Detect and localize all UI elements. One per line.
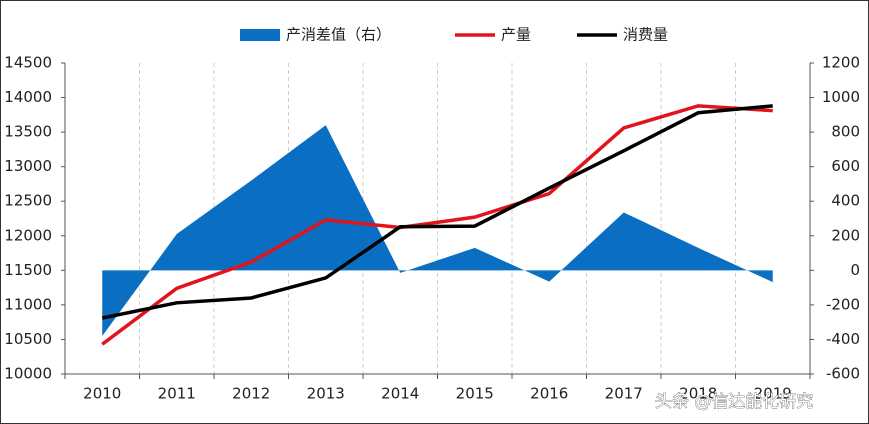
y2-tick-label: 400 [831, 192, 860, 210]
y-tick-label: 12000 [4, 226, 52, 244]
y-tick-label: 14500 [4, 54, 52, 72]
y2-tick-label: -600 [826, 365, 860, 383]
x-tick-label: 2012 [232, 385, 270, 403]
x-tick-label: 2019 [754, 385, 792, 403]
x-tick-label: 2013 [307, 385, 345, 403]
legend-label: 产消差值（右） [286, 26, 391, 44]
legend-label: 消费量 [623, 26, 668, 44]
y2-tick-label: 600 [831, 157, 860, 175]
y2-tick-label: 800 [831, 123, 860, 141]
y-tick-label: 12500 [4, 192, 52, 210]
x-tick-label: 2017 [605, 385, 643, 403]
y-tick-label: 11000 [4, 295, 52, 313]
x-tick-label: 2015 [456, 385, 494, 403]
x-tick-label: 2011 [158, 385, 196, 403]
x-tick-label: 2010 [83, 385, 121, 403]
y-tick-label: 10500 [4, 330, 52, 348]
legend-swatch [240, 29, 280, 41]
area [102, 125, 773, 336]
y2-tick-label: 1000 [822, 88, 860, 106]
watermark: 头条 @信达能化研究 [655, 392, 813, 412]
y-tick-label: 13000 [4, 157, 52, 175]
y2-tick-label: -400 [826, 330, 860, 348]
y2-tick-label: 200 [831, 226, 860, 244]
y2-tick-label: -200 [826, 295, 860, 313]
y-tick-label: 11500 [4, 261, 52, 279]
legend-label: 产量 [501, 26, 531, 44]
y2-tick-label: 0 [850, 261, 860, 279]
line [101, 104, 773, 346]
y2-tick-label: 1200 [822, 54, 860, 72]
y-tick-label: 10000 [4, 365, 52, 383]
y-tick-label: 14000 [4, 88, 52, 106]
x-tick-label: 2018 [679, 385, 717, 403]
line [101, 104, 773, 320]
y-tick-label: 13500 [4, 123, 52, 141]
x-tick-label: 2016 [530, 385, 568, 403]
x-tick-label: 2014 [381, 385, 419, 403]
